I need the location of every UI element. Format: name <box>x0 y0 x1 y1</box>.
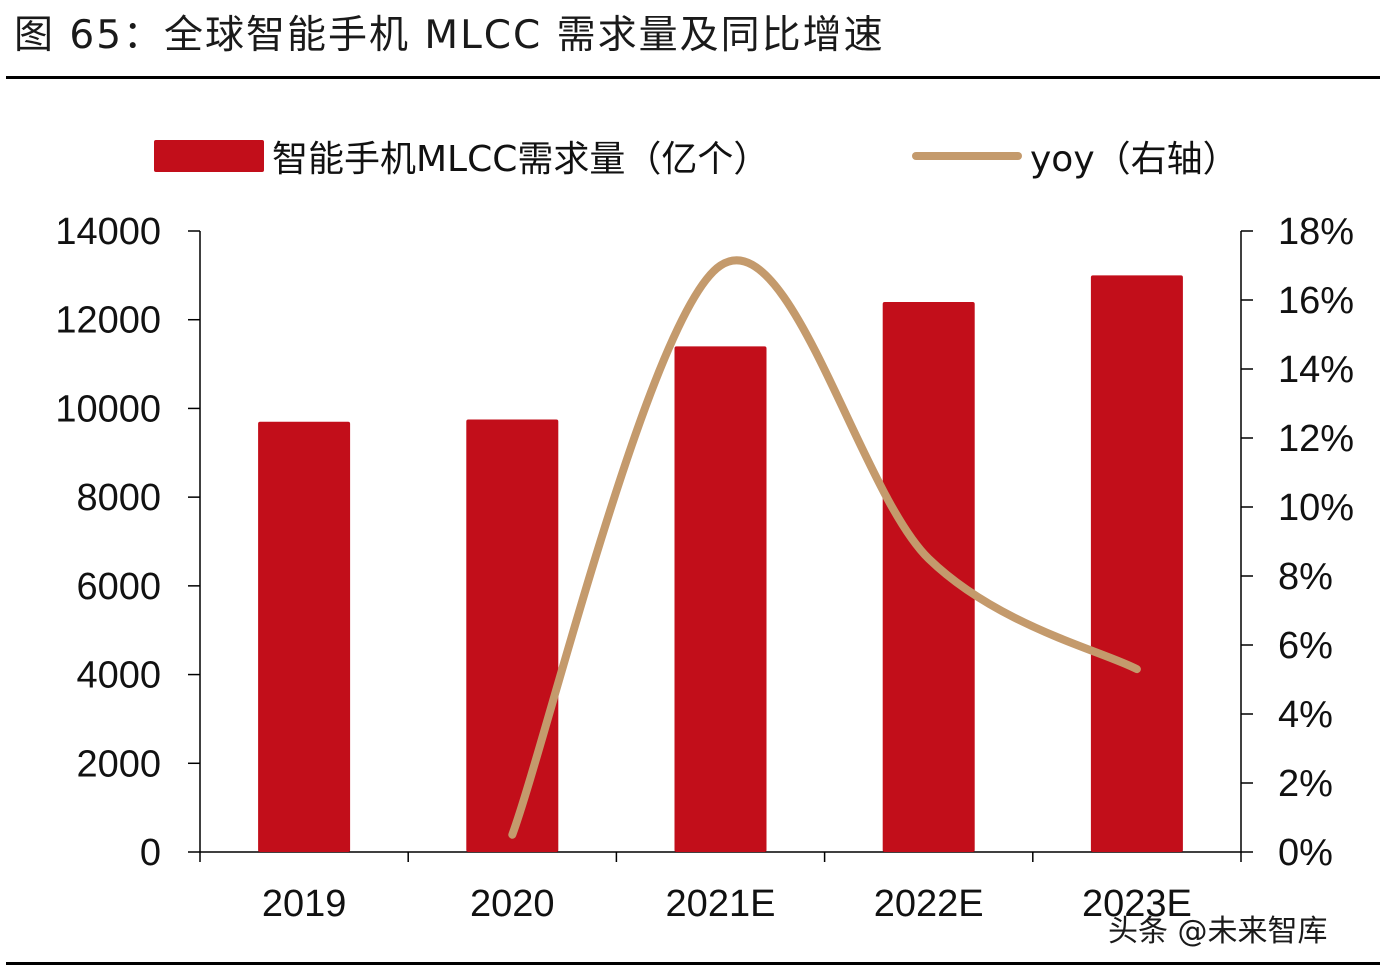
legend-label-demand: 智能手机MLCC需求量（亿个） <box>272 139 770 180</box>
bar <box>1090 275 1183 852</box>
y-right-tick-label: 8% <box>1278 556 1333 598</box>
y-right-tick-label: 14% <box>1278 349 1354 391</box>
watermark-text: 头条 @未来智库 <box>1108 914 1328 949</box>
bar <box>258 421 351 852</box>
bar <box>882 301 975 852</box>
bottom-rule <box>6 962 1380 965</box>
y-left-tick-label: 14000 <box>55 211 161 253</box>
x-tick-label: 2022E <box>874 883 984 925</box>
y-left-tick-label: 12000 <box>55 300 161 342</box>
legend-swatch-bar <box>154 140 264 172</box>
y-left-tick-label: 8000 <box>76 477 161 519</box>
legend-item-demand: 智能手机MLCC需求量（亿个） <box>154 128 769 184</box>
y-right-tick-label: 10% <box>1278 487 1354 529</box>
y-left-tick-label: 2000 <box>76 743 161 785</box>
yoy-line <box>508 256 1141 839</box>
x-tick-label: 2023E <box>1082 883 1192 925</box>
legend-label-yoy: yoy（右轴） <box>1030 139 1239 180</box>
legend-item-yoy: yoy（右轴） <box>912 128 1239 184</box>
top-rule <box>6 76 1380 79</box>
y-left-tick-label: 0 <box>140 832 161 874</box>
y-right-tick-label: 12% <box>1278 418 1354 460</box>
y-right-tick-label: 2% <box>1278 763 1333 805</box>
x-tick-label: 2021E <box>666 883 776 925</box>
x-tick-label: 2020 <box>470 883 555 925</box>
legend-swatch-line <box>912 152 1022 160</box>
y-right-tick-label: 18% <box>1278 211 1354 253</box>
y-right-tick-label: 0% <box>1278 832 1333 874</box>
y-right-tick-label: 6% <box>1278 625 1333 667</box>
bar <box>674 346 767 852</box>
y-right-tick-label: 16% <box>1278 280 1354 322</box>
y-right-tick-label: 4% <box>1278 694 1333 736</box>
figure-title: 图 65：全球智能手机 MLCC 需求量及同比增速 <box>14 13 885 58</box>
x-tick-label: 2019 <box>262 883 347 925</box>
y-left-tick-label: 4000 <box>76 655 161 697</box>
y-left-tick-label: 6000 <box>76 566 161 608</box>
bar <box>466 419 559 852</box>
y-left-tick-label: 10000 <box>55 388 161 430</box>
